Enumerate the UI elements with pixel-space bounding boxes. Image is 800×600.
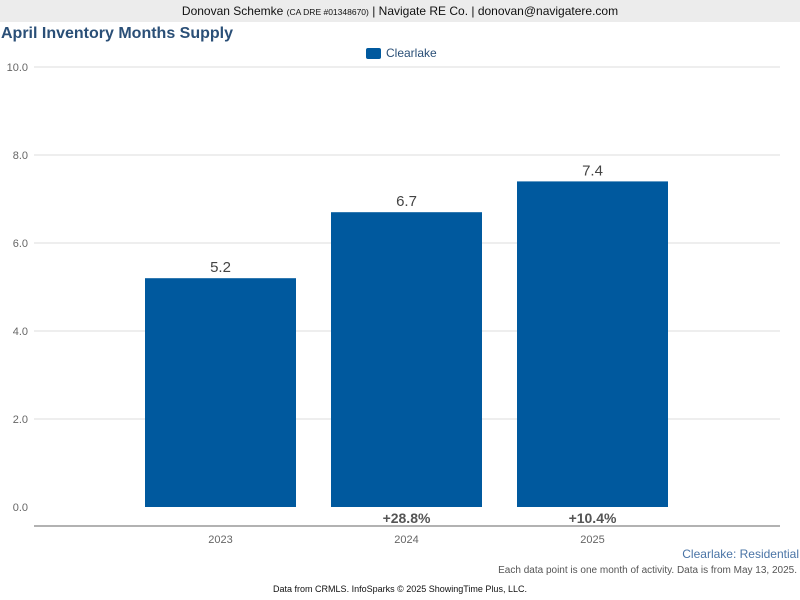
legend-label: Clearlake	[386, 46, 437, 60]
chart-subtitle: Clearlake: Residential	[682, 547, 799, 561]
bar-2023[interactable]	[145, 278, 296, 507]
agent-header: Donovan Schemke (CA DRE #01348670) | Nav…	[0, 0, 800, 22]
x-axis-ticks: 2023 2024 2025	[208, 534, 604, 546]
bars	[145, 181, 668, 507]
data-note: Each data point is one month of activity…	[498, 565, 797, 576]
x-tick-label: 2024	[394, 534, 418, 546]
percent-change-label: +28.8%	[383, 510, 431, 526]
agent-company-email: | Navigate RE Co. | donovan@navigatere.c…	[372, 4, 619, 18]
data-labels: 5.2 6.7 +28.8% 7.4 +10.4%	[210, 162, 617, 526]
chart-legend[interactable]: Clearlake	[366, 45, 437, 61]
legend-swatch	[366, 47, 381, 59]
y-tick-label: 4.0	[13, 326, 28, 338]
value-label: 7.4	[582, 162, 603, 179]
y-tick-label: 8.0	[13, 150, 28, 162]
y-tick-label: 10.0	[7, 62, 28, 74]
agent-name: Donovan Schemke	[181, 4, 284, 18]
y-tick-label: 2.0	[13, 414, 28, 426]
x-tick-label: 2025	[580, 534, 604, 546]
chart-title: April Inventory Months Supply	[1, 25, 234, 42]
data-credit: Data from CRMLS. InfoSparks © 2025 Showi…	[273, 584, 527, 594]
value-label: 5.2	[210, 259, 231, 276]
y-tick-label: 6.0	[13, 238, 28, 250]
bar-2024[interactable]	[331, 212, 482, 507]
agent-license: (CA DRE #01348670)	[286, 7, 369, 17]
x-tick-label: 2023	[208, 534, 232, 546]
bar-2025[interactable]	[517, 181, 668, 507]
y-tick-label: 0.0	[13, 502, 28, 514]
bar-chart: 0.0 2.0 4.0 6.0 8.0 10.0 5.2 6.7 +28.8% 7.4 +10.4…	[7, 62, 780, 546]
value-label: 6.7	[396, 193, 417, 210]
percent-change-label: +10.4%	[569, 510, 617, 526]
y-axis-ticks: 0.0 2.0 4.0 6.0 8.0 10.0	[7, 62, 28, 514]
